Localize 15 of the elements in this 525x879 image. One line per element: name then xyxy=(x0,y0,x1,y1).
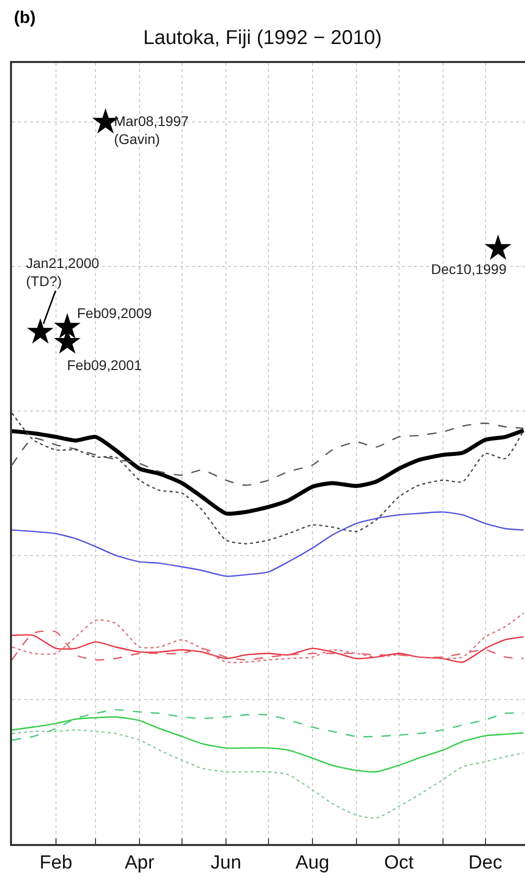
x-tick-label: Dec xyxy=(468,852,502,874)
x-tick-label: Apr xyxy=(124,852,155,874)
annotation: Mar08,1997 (Gavin) xyxy=(114,113,189,148)
annotation: Feb09,2001 xyxy=(67,357,142,373)
x-tick-label: Feb xyxy=(40,852,72,874)
x-tick-label: Jun xyxy=(210,852,242,874)
x-tick-label: Aug xyxy=(296,852,330,874)
annotation: Feb09,2009 xyxy=(77,305,152,321)
annotation: Dec10,1999 xyxy=(431,261,507,277)
point xyxy=(484,234,512,260)
x-tick-label: Oct xyxy=(384,852,414,874)
annotation: Jan21,2000 (TD?) xyxy=(26,255,100,290)
point xyxy=(27,318,54,344)
chart-title: Lautoka, Fiji (1992 − 2010) xyxy=(143,27,382,49)
text: (b) xyxy=(14,8,36,27)
